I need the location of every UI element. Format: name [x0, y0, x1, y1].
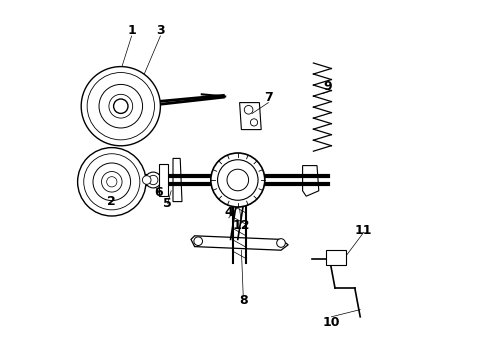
Text: 4: 4 — [224, 206, 233, 219]
Circle shape — [101, 172, 122, 192]
Circle shape — [148, 175, 158, 185]
Text: 6: 6 — [154, 186, 163, 199]
Text: 8: 8 — [239, 294, 247, 307]
Circle shape — [107, 177, 117, 187]
Circle shape — [211, 153, 265, 207]
Bar — [326, 250, 346, 265]
Circle shape — [109, 94, 133, 118]
Circle shape — [218, 160, 258, 200]
Circle shape — [93, 163, 131, 201]
Circle shape — [99, 85, 143, 128]
Circle shape — [194, 237, 202, 246]
Bar — [159, 164, 168, 196]
Circle shape — [114, 99, 128, 113]
Text: 1: 1 — [127, 24, 136, 37]
Circle shape — [277, 239, 285, 247]
Circle shape — [77, 148, 146, 216]
Text: 10: 10 — [322, 316, 340, 329]
Circle shape — [84, 154, 140, 210]
Circle shape — [245, 105, 253, 114]
Text: 7: 7 — [264, 91, 273, 104]
Text: 12: 12 — [233, 219, 250, 231]
Circle shape — [250, 119, 258, 126]
Circle shape — [87, 73, 154, 140]
Circle shape — [143, 176, 151, 184]
Circle shape — [115, 100, 127, 112]
Text: 3: 3 — [156, 24, 165, 37]
Circle shape — [145, 172, 161, 188]
Circle shape — [227, 169, 248, 191]
Text: 5: 5 — [163, 197, 172, 210]
Text: 2: 2 — [107, 195, 116, 208]
Text: 9: 9 — [323, 80, 332, 93]
Text: 11: 11 — [355, 224, 372, 237]
Circle shape — [81, 67, 160, 146]
